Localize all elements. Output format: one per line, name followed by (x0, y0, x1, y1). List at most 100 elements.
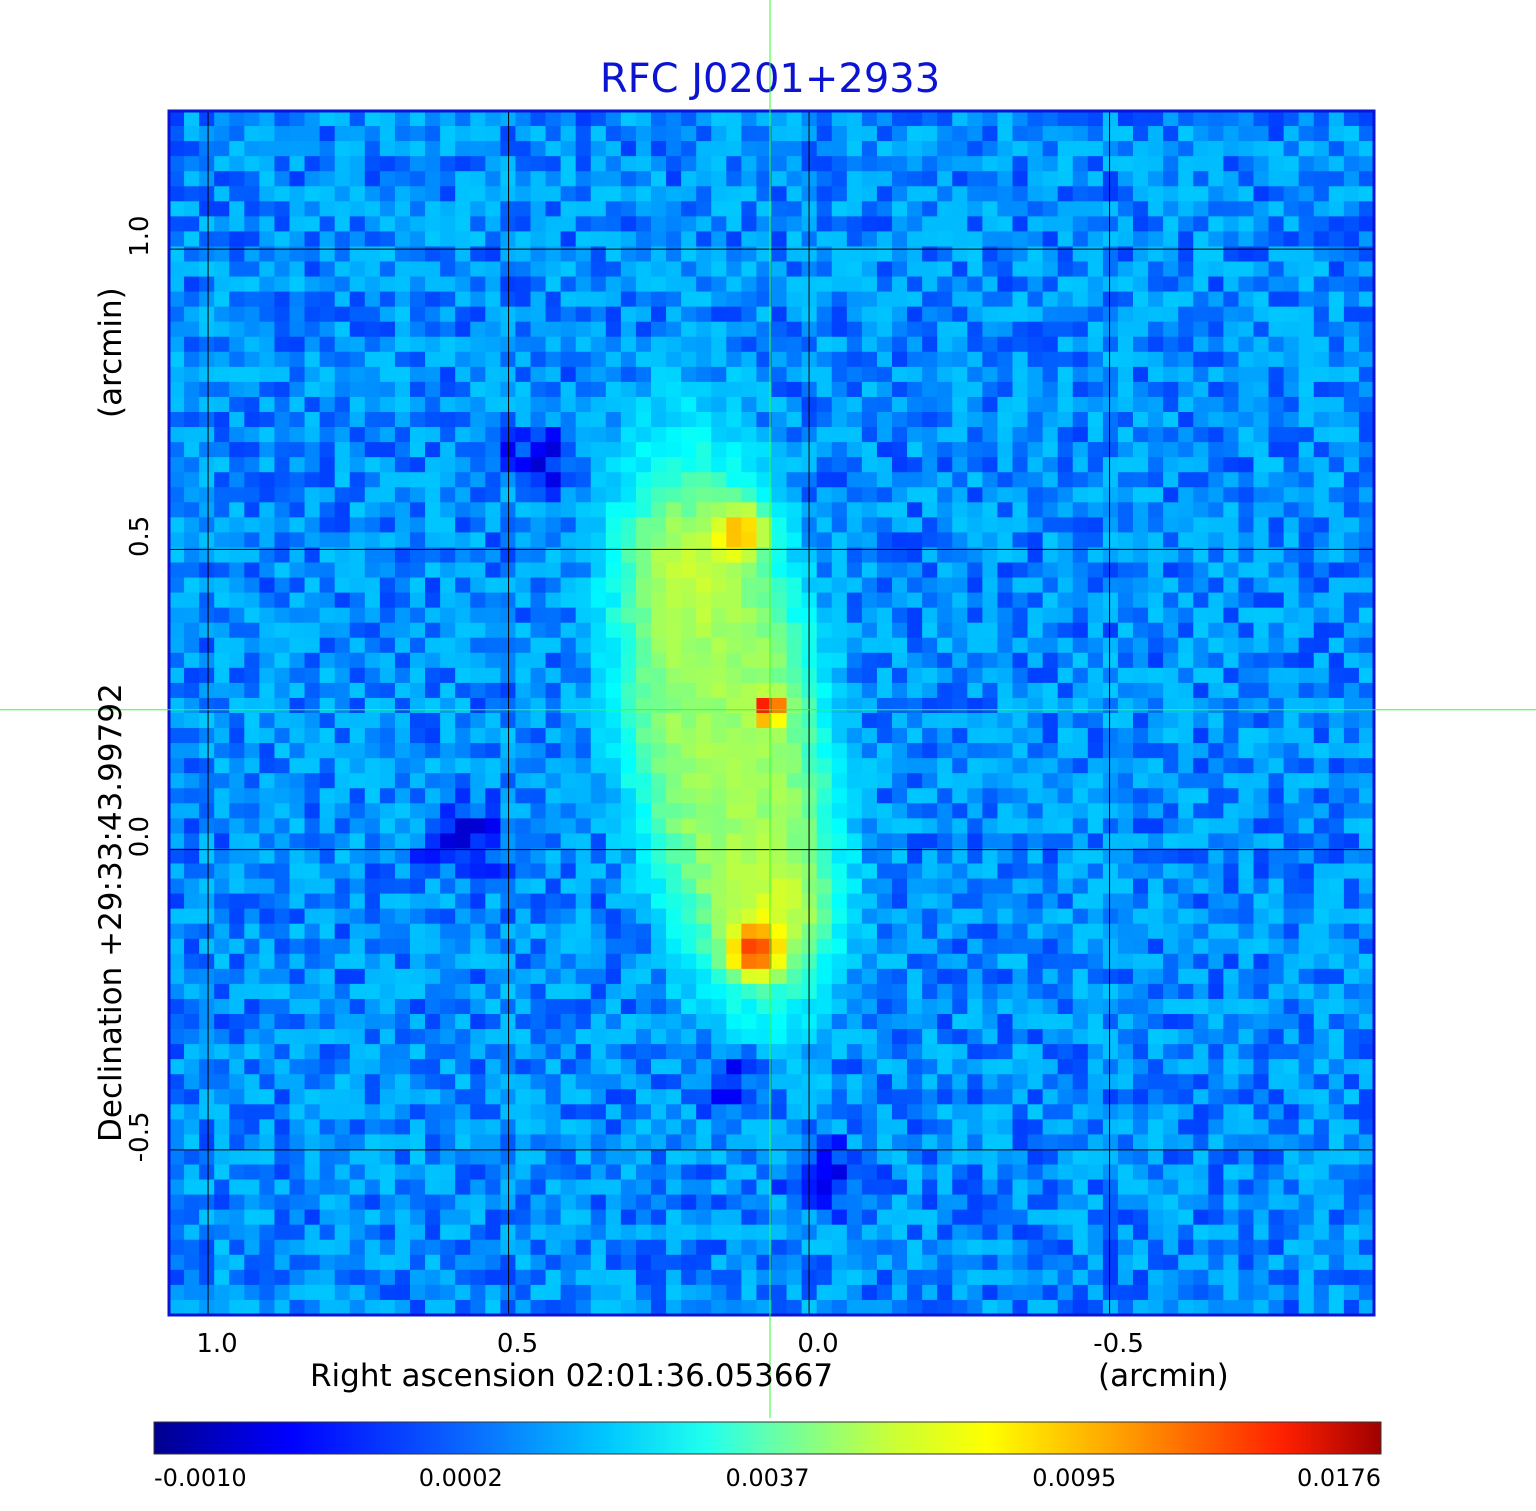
heatmap-cell (620, 682, 637, 699)
heatmap-cell (846, 803, 863, 819)
heatmap-cell (1012, 577, 1029, 594)
heatmap-cell (816, 562, 833, 579)
heatmap-cell (304, 758, 321, 774)
heatmap-cell (259, 953, 276, 970)
heatmap-cell (982, 291, 999, 308)
heatmap-cell (1102, 908, 1119, 925)
heatmap-cell (319, 743, 336, 759)
heatmap-cell (379, 396, 396, 413)
heatmap-cell (425, 246, 441, 263)
heatmap-cell (937, 472, 953, 488)
heatmap-cell (997, 743, 1014, 759)
heatmap-cell (184, 381, 200, 398)
heatmap-cell (184, 682, 200, 699)
heatmap-cell (334, 697, 351, 714)
heatmap-cell (304, 607, 321, 624)
heatmap-cell (846, 442, 863, 458)
heatmap-cell (1117, 908, 1134, 925)
heatmap-cell (816, 261, 833, 278)
heatmap-cell (1313, 186, 1330, 202)
heatmap-cell (515, 231, 532, 248)
heatmap-cell (726, 833, 742, 850)
heatmap-cell (711, 833, 727, 850)
heatmap-cell (937, 517, 953, 533)
heatmap-cell (364, 457, 381, 473)
heatmap-cell (1283, 517, 1300, 533)
heatmap-cell (967, 878, 983, 895)
heatmap-cell (1343, 863, 1360, 880)
heatmap-cell (696, 667, 712, 684)
heatmap-cell (1238, 186, 1255, 202)
heatmap-cell (831, 893, 848, 910)
heatmap-cell (394, 637, 411, 654)
heatmap-cell (440, 412, 456, 428)
heatmap-cell (169, 878, 185, 895)
heatmap-cell (967, 682, 983, 699)
heatmap-cell (364, 487, 381, 503)
heatmap-cell (937, 457, 953, 473)
heatmap-cell (1012, 306, 1029, 323)
heatmap-cell (1193, 908, 1209, 925)
heatmap-cell (530, 276, 547, 293)
heatmap-cell (455, 231, 471, 248)
heatmap-cell (304, 803, 321, 819)
heatmap-cell (1072, 652, 1089, 669)
heatmap-cell (1133, 276, 1149, 293)
heatmap-cell (1133, 396, 1149, 413)
heatmap-cell (786, 487, 803, 503)
heatmap-cell (394, 171, 411, 187)
heatmap-cell (169, 607, 185, 624)
heatmap-cell (635, 261, 652, 278)
heatmap-cell (274, 381, 291, 398)
heatmap-cell (1163, 848, 1179, 865)
heatmap-cell (530, 577, 547, 594)
heatmap-cell (1193, 878, 1209, 895)
heatmap-cell (229, 983, 245, 1000)
heatmap-cell (1042, 713, 1059, 729)
heatmap-cell (1343, 156, 1360, 172)
heatmap-cell (244, 351, 260, 368)
heatmap-cell (289, 983, 306, 1000)
heatmap-cell (515, 773, 532, 789)
heatmap-cell (590, 953, 607, 970)
heatmap-cell (651, 216, 667, 232)
heatmap-cell (967, 457, 983, 473)
heatmap-cell (1238, 472, 1255, 488)
heatmap-cell (620, 788, 637, 804)
heatmap-cell (831, 667, 848, 684)
heatmap-cell (651, 547, 667, 564)
heatmap-cell (1343, 788, 1360, 804)
heatmap-cell (199, 231, 215, 248)
heatmap-cell (696, 773, 712, 789)
heatmap-cell (681, 983, 697, 1000)
heatmap-cell (319, 728, 336, 744)
heatmap-cell (771, 156, 788, 172)
heatmap-cell (470, 216, 486, 232)
heatmap-cell (425, 878, 441, 895)
heatmap-cell (1102, 321, 1119, 338)
heatmap-cell (334, 306, 351, 323)
heatmap-cell (1072, 396, 1089, 413)
heatmap-cell (545, 938, 562, 955)
heatmap-cell (515, 878, 532, 895)
heatmap-cell (304, 487, 321, 503)
heatmap-cell (1253, 171, 1270, 187)
heatmap-cell (1012, 321, 1029, 338)
heatmap-cell (485, 833, 501, 850)
heatmap-cell (590, 743, 607, 759)
heatmap-cell (1133, 728, 1149, 744)
heatmap-cell (635, 998, 652, 1015)
heatmap-cell (861, 968, 878, 985)
heatmap-cell (304, 532, 321, 549)
heatmap-cell (831, 487, 848, 503)
heatmap-cell (1133, 622, 1149, 639)
heatmap-cell (274, 306, 291, 323)
heatmap-cell (1133, 442, 1149, 458)
heatmap-cell (590, 412, 607, 428)
heatmap-cell (937, 968, 953, 985)
heatmap-cell (635, 968, 652, 985)
heatmap-cell (394, 186, 411, 202)
heatmap-cell (831, 457, 848, 473)
heatmap-cell (1298, 773, 1315, 789)
heatmap-cell (816, 412, 833, 428)
